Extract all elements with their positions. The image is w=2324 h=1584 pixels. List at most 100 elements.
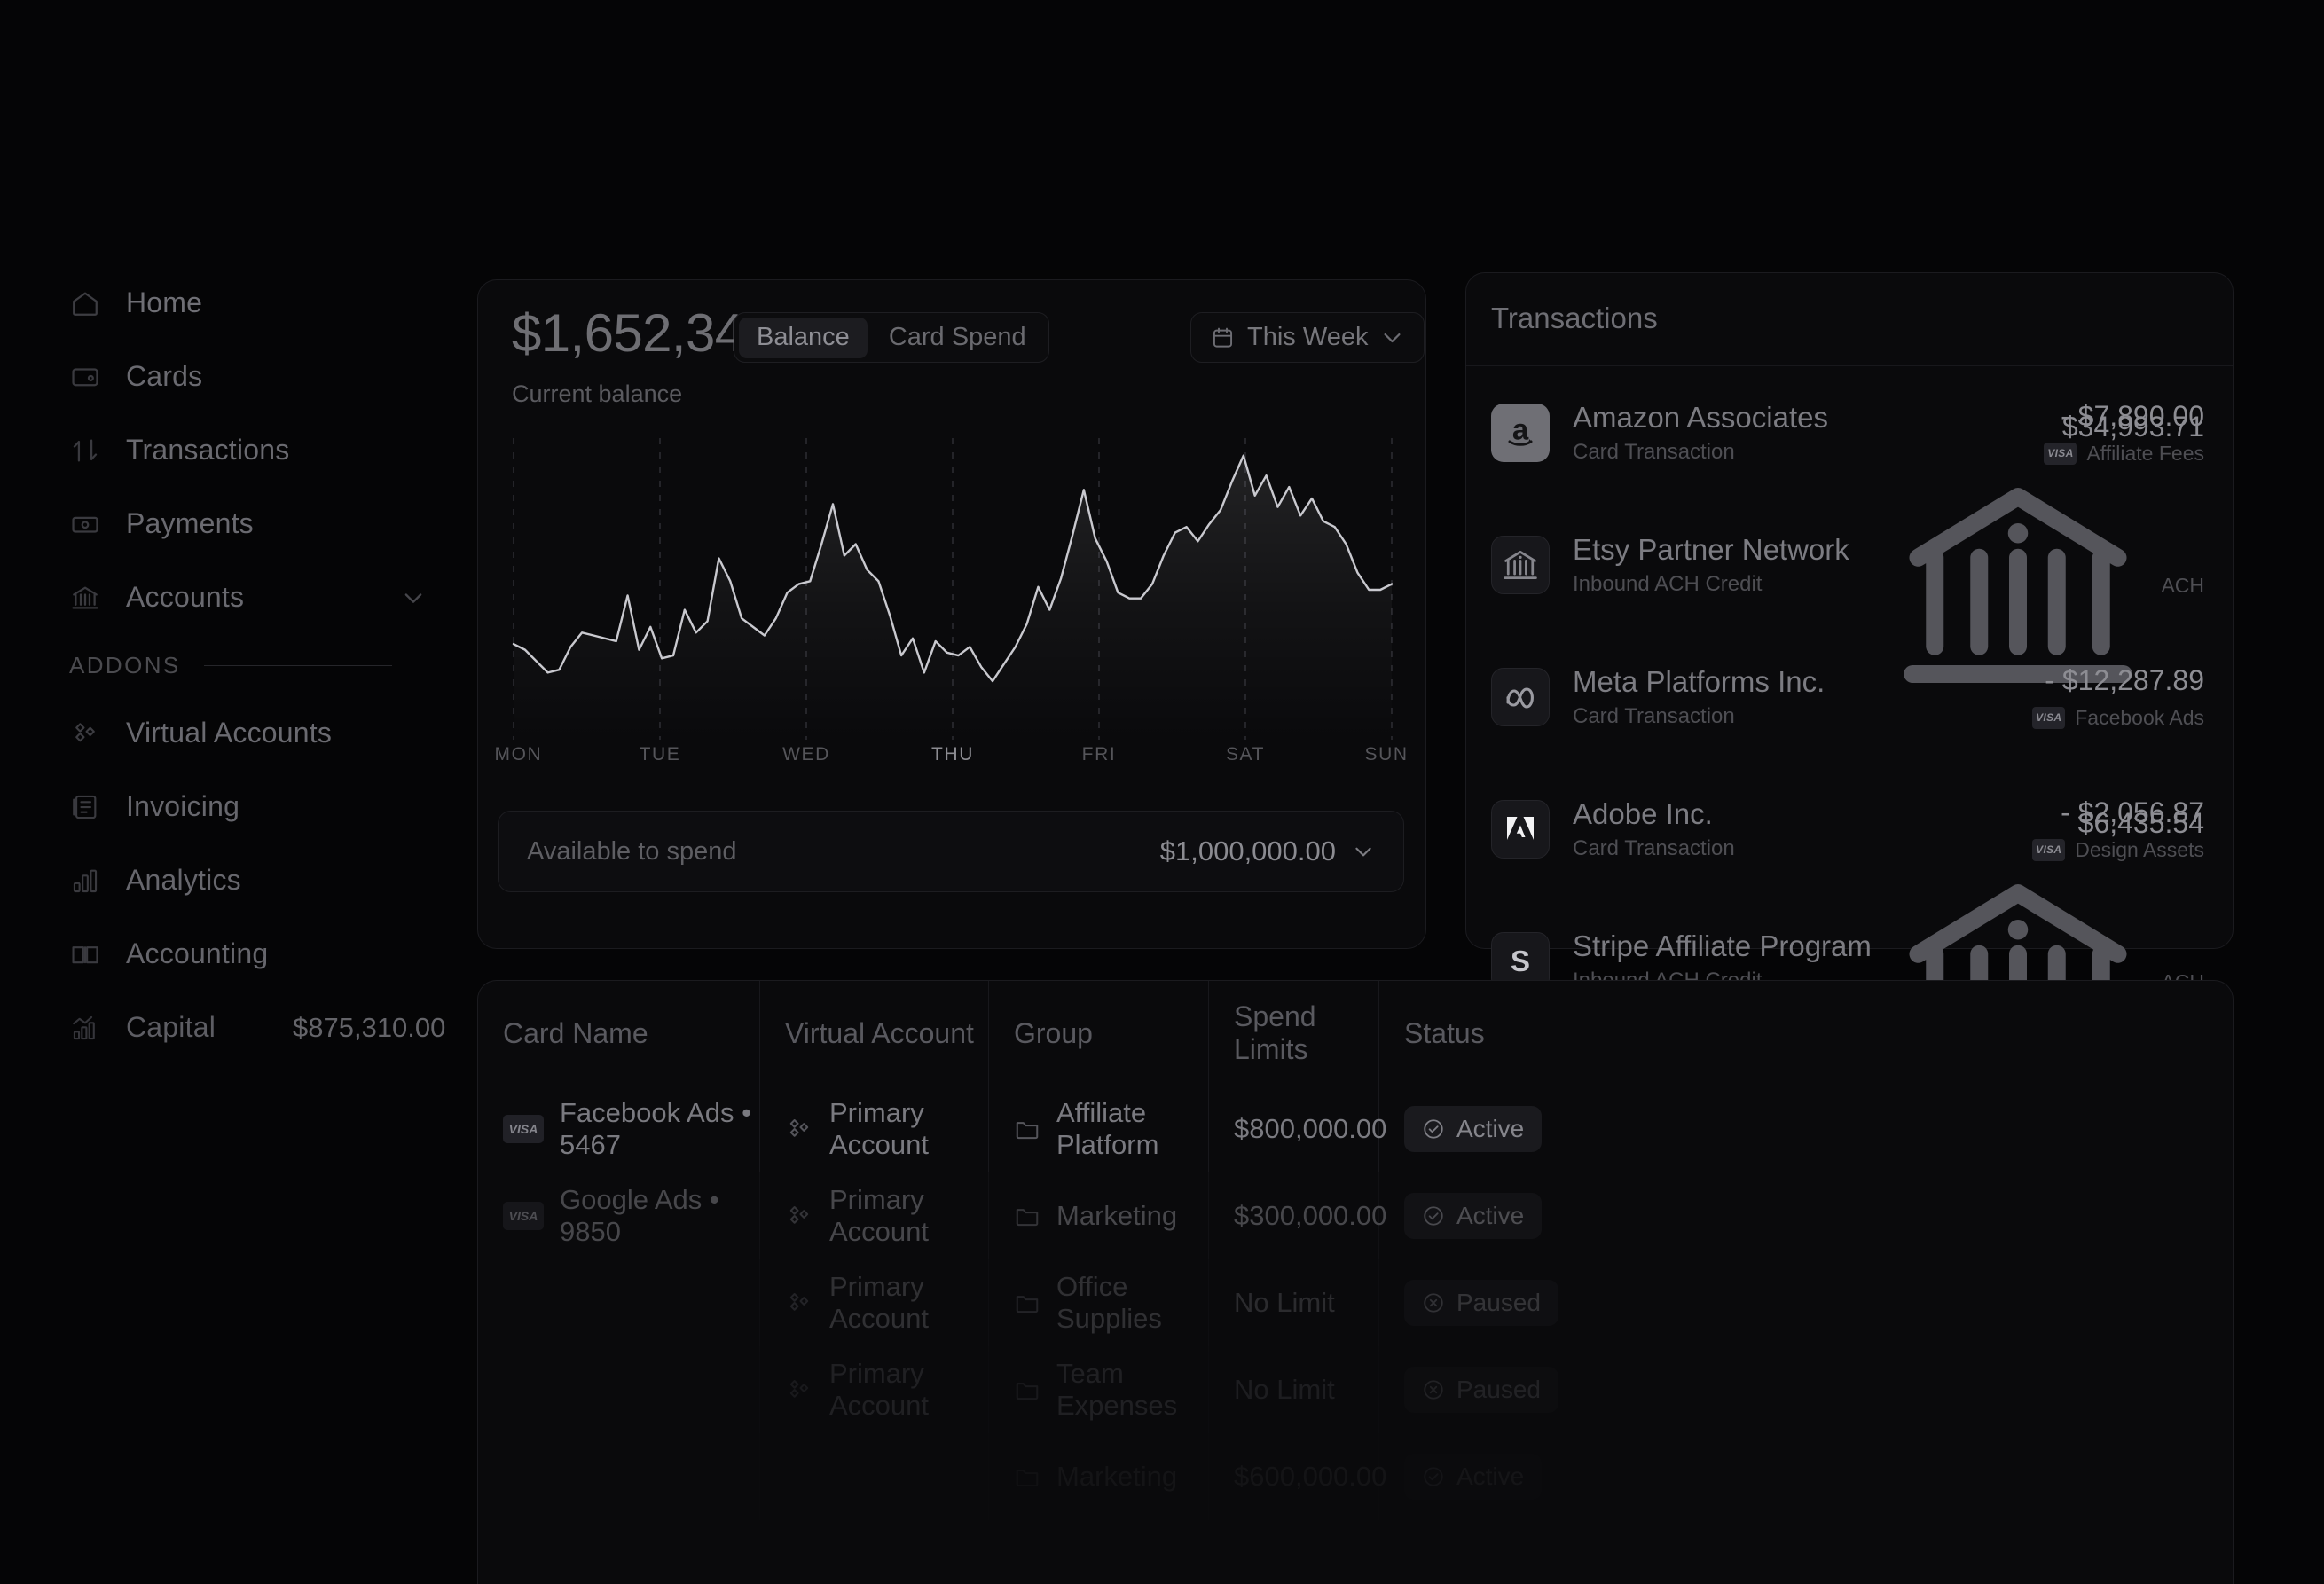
visa-chip-icon: VISA [503, 1115, 544, 1143]
transaction-merchant: Stripe Affiliate Program [1573, 929, 1872, 962]
transaction-meta: VISA Facebook Ads [2032, 706, 2204, 730]
sidebar-item-label: Cards [126, 360, 203, 392]
table-column-header[interactable]: Group [989, 981, 1209, 1086]
transaction-amount-group: - $7,890.00 VISA Affiliate Fees [2044, 400, 2204, 466]
table-row[interactable]: Primary Account Team Expenses No Limit Pa… [478, 1346, 2233, 1433]
sidebar-item-capital[interactable]: Capital $875,310.00 [0, 991, 461, 1064]
status-badge[interactable]: Paused [1404, 1280, 1558, 1326]
calendar-icon [1211, 325, 1235, 349]
transaction-merchant: Amazon Associates [1573, 400, 1828, 434]
sidebar-item-transactions[interactable]: Transactions [0, 413, 461, 487]
sidebar-item-payments[interactable]: Payments [0, 487, 461, 561]
chevron-down-icon[interactable] [1352, 840, 1375, 863]
table-column-header[interactable]: Card Name [478, 981, 760, 1086]
transaction-row[interactable]: Etsy Partner Network Inbound ACH Credit $… [1466, 411, 2233, 683]
virtual-account-text: Primary Account [829, 1097, 930, 1160]
visa-chip-icon: VISA [2032, 838, 2066, 861]
available-value: $1,000,000.00 [1159, 835, 1336, 866]
sidebar-item-label: Payments [126, 507, 254, 539]
spend-limit-text: No Limit [1234, 1374, 1335, 1405]
cell-card-name [478, 1259, 760, 1346]
virtual-account-text: Primary Account [829, 1271, 930, 1334]
transaction-row[interactable]: Meta Platforms Inc. Card Transaction - $1… [1466, 631, 2233, 763]
cell-group: Marketing [989, 1172, 1209, 1259]
tab-card-spend[interactable]: Card Spend [888, 323, 1026, 351]
status-badge[interactable]: Active [1404, 1193, 1543, 1239]
trend-chart-icon [69, 1012, 101, 1044]
status-text: Active [1456, 1115, 1525, 1142]
table-row[interactable]: Marketing $600,000.00 Active [478, 1433, 2233, 1520]
status-badge[interactable]: Paused [1404, 1367, 1558, 1413]
check-circle-icon [1422, 1204, 1445, 1227]
x-circle-icon [1422, 1291, 1445, 1314]
diamonds-icon [69, 718, 101, 749]
group-text: Team Expenses [1056, 1358, 1178, 1421]
balance-chart: MON TUE WED THU FRI SAT SUN [494, 438, 1408, 793]
status-badge[interactable]: Active [1404, 1106, 1543, 1152]
card-icon [69, 361, 101, 393]
chart-line [512, 454, 1394, 683]
table-column-header[interactable]: Spend Limits [1209, 981, 1379, 1086]
transaction-category: Affiliate Fees [2086, 441, 2204, 465]
sidebar-item-label: Analytics [126, 864, 241, 896]
table-column-header[interactable]: Status [1404, 1016, 1485, 1049]
sidebar-item-invoicing[interactable]: Invoicing [0, 770, 461, 843]
date-range-dropdown[interactable]: This Week [1190, 312, 1425, 363]
cell-card-name [478, 1433, 760, 1520]
svg-text:S: S [1511, 945, 1530, 977]
transaction-row[interactable]: a Amazon Associates Card Transaction - $7… [1466, 366, 2233, 498]
sidebar-item-accounts[interactable]: Accounts [0, 561, 461, 634]
table-column-header[interactable]: Virtual Account [760, 981, 989, 1086]
folder-icon [1014, 1290, 1040, 1316]
status-text: Active [1456, 1462, 1525, 1490]
sidebar-item-label: Home [126, 286, 203, 318]
sidebar-item-label: Capital [126, 1011, 216, 1043]
sidebar-item-label: Virtual Accounts [126, 717, 333, 749]
divider [203, 664, 392, 666]
spend-limit-text: $300,000.00 [1234, 1200, 1387, 1231]
cards-table: Card Name Virtual Account Group Spend Limit… [477, 980, 2234, 1584]
sidebar-item-label: Transactions [126, 434, 290, 466]
balance-view-toggle: Balance Card Spend [734, 312, 1049, 363]
sidebar-item-cards[interactable]: Cards [0, 340, 461, 413]
transaction-amount: - $2,056.87 [2061, 796, 2204, 828]
transaction-info: Amazon Associates Card Transaction [1573, 401, 2044, 465]
table-row[interactable]: VISA Google Ads • 9850 Primary Account M… [478, 1172, 2233, 1259]
transaction-type: Card Transaction [1573, 703, 1735, 728]
sidebar-item-analytics[interactable]: Analytics [0, 843, 461, 917]
transaction-amount: - $12,287.89 [2045, 663, 2204, 696]
table-row[interactable]: Primary Account Office Supplies No Limit … [478, 1259, 2233, 1346]
sidebar-item-virtual-accounts[interactable]: Virtual Accounts [0, 696, 461, 770]
chart-tick-label: THU [931, 744, 974, 765]
status-text: Active [1456, 1202, 1525, 1229]
transaction-amount: - $7,890.00 [2061, 399, 2204, 432]
tab-balance[interactable]: Balance [739, 317, 868, 358]
cell-status: Paused [1379, 1259, 1558, 1346]
cell-virtual-account: Primary Account [760, 1346, 989, 1433]
cell-virtual-account [760, 1433, 989, 1520]
transaction-type: Inbound ACH Credit [1573, 571, 1763, 596]
chevron-down-icon[interactable] [401, 585, 426, 610]
table-row[interactable]: VISA Facebook Ads • 5467 Primary Account… [478, 1086, 2233, 1172]
available-to-spend-row[interactable]: Available to spend $1,000,000.00 [498, 811, 1404, 892]
folder-icon [1014, 1463, 1040, 1490]
transaction-amount: $34,993.71 [2061, 411, 2204, 443]
diamonds-icon [785, 1202, 813, 1230]
arrows-up-down-icon [69, 435, 101, 467]
cell-spend-limit: $800,000.00 [1209, 1086, 1386, 1172]
sidebar-item-label: Accounts [126, 581, 245, 613]
invoice-icon [69, 791, 101, 823]
folder-icon [1014, 1116, 1040, 1142]
diamonds-icon [785, 1115, 813, 1143]
transaction-row[interactable]: Adobe Inc. Card Transaction - $2,056.87 V… [1466, 763, 2233, 895]
home-icon [69, 287, 101, 319]
x-circle-icon [1422, 1378, 1445, 1401]
status-badge[interactable]: Active [1404, 1454, 1543, 1500]
chart-tick-label: TUE [639, 744, 681, 765]
folder-icon [1014, 1203, 1040, 1229]
sidebar-item-accounting[interactable]: Accounting [0, 917, 461, 991]
cell-spend-limit: $600,000.00 [1209, 1433, 1386, 1520]
group-text: Marketing [1056, 1200, 1178, 1231]
transaction-merchant: Meta Platforms Inc. [1573, 664, 1825, 698]
sidebar-item-home[interactable]: Home [0, 266, 461, 340]
